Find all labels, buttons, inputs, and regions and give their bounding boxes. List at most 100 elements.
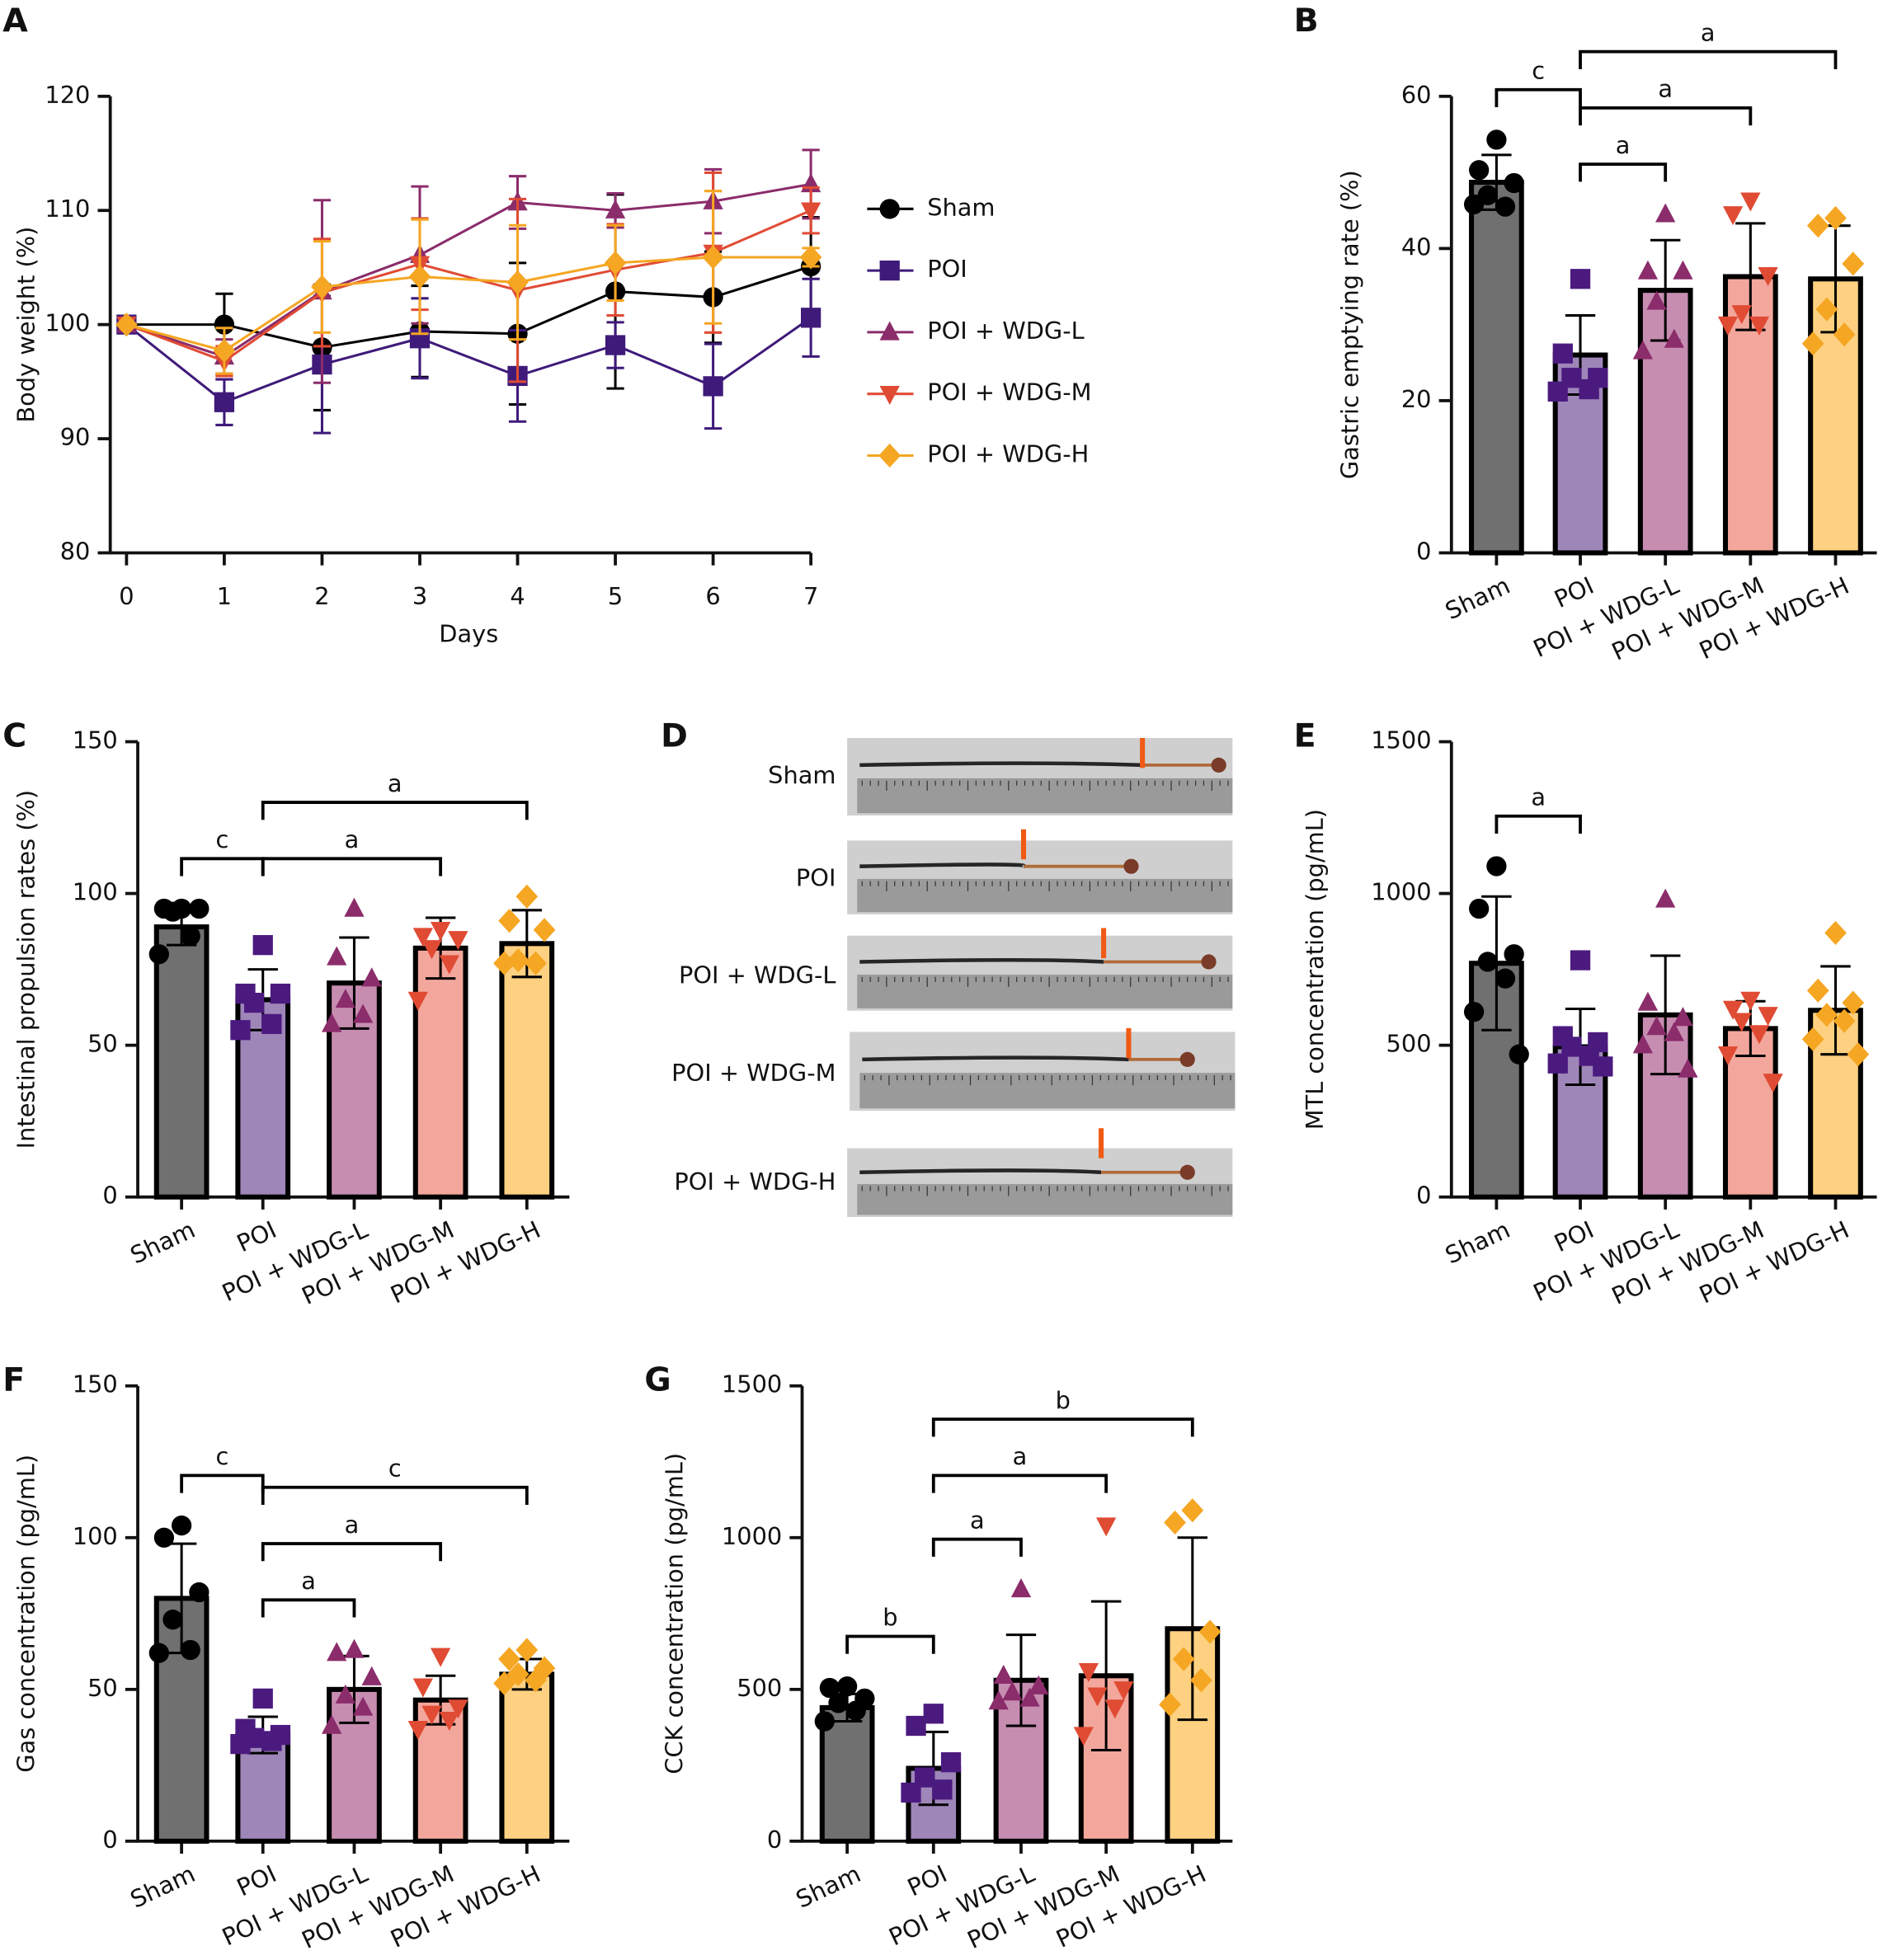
series-line	[125, 209, 812, 363]
series-line	[125, 182, 812, 359]
data-point	[506, 270, 529, 294]
data-point	[1731, 1013, 1752, 1032]
y-tick-label: 0	[1416, 537, 1431, 565]
data-point	[1463, 194, 1485, 214]
legend-marker	[878, 443, 901, 468]
data-point	[702, 245, 724, 270]
y-axis-label: Intestinal propulsion rates (%)	[12, 790, 40, 1149]
data-point	[506, 948, 530, 973]
significance-bracket	[1495, 814, 1582, 834]
data-point	[327, 1642, 347, 1662]
data-point	[162, 901, 183, 922]
error-bar	[1005, 1633, 1037, 1727]
intestine	[862, 1055, 1129, 1062]
data-point	[148, 1643, 169, 1663]
error-bar	[1177, 1536, 1208, 1722]
y-tick-label: 1000	[1371, 878, 1431, 906]
ruler-ticks	[861, 1186, 1229, 1196]
data-point	[412, 928, 434, 947]
panel-letter: D	[661, 717, 688, 754]
significance-bracket	[931, 1417, 1194, 1437]
data-point	[407, 1720, 428, 1741]
data-point	[412, 1678, 434, 1698]
significance-label: a	[301, 1567, 316, 1595]
photo-label: POI + WDG-L	[679, 961, 836, 989]
data-point	[1486, 129, 1507, 150]
significance-bracket	[931, 1537, 1023, 1557]
data-point	[515, 1638, 539, 1662]
ruler-ticks	[861, 976, 1229, 987]
data-point	[1731, 305, 1752, 325]
y-tick-label: 150	[73, 726, 118, 754]
data-point	[819, 1677, 840, 1699]
significance-label: a	[1616, 131, 1631, 159]
data-point	[180, 925, 200, 947]
cecum	[1123, 858, 1139, 874]
data-point	[214, 314, 235, 335]
data-point	[605, 335, 626, 355]
data-point	[214, 392, 235, 412]
data-point	[171, 1515, 192, 1536]
error-bar	[1090, 1600, 1122, 1751]
bar	[1637, 1012, 1693, 1200]
data-point	[515, 884, 539, 909]
data-point	[1806, 214, 1829, 238]
x-tick-label: 0	[119, 582, 134, 610]
data-point	[1181, 1498, 1204, 1523]
x-tick-label: POI	[1550, 1215, 1598, 1257]
data-point	[1469, 898, 1490, 919]
data-point	[1547, 1053, 1568, 1074]
data-point	[448, 1699, 468, 1719]
data-point	[1002, 1681, 1023, 1701]
data-point	[1073, 1727, 1094, 1746]
data-point	[439, 955, 459, 975]
bar	[1469, 180, 1524, 556]
series-line	[125, 256, 812, 353]
photo-ruler	[857, 974, 1233, 1008]
x-tick-label: POI	[233, 1859, 280, 1901]
data-point	[1190, 1668, 1212, 1693]
data-point	[327, 946, 347, 966]
data-point	[1749, 1025, 1770, 1045]
cecum	[1211, 757, 1226, 773]
legend-marker	[879, 260, 900, 281]
data-point	[213, 338, 236, 364]
significance-bracket	[931, 1474, 1109, 1493]
significance-bracket	[261, 1485, 529, 1506]
x-tick-label: Sham	[126, 1215, 200, 1270]
data-point	[261, 1013, 282, 1035]
legend-label: POI + WDG-M	[927, 378, 1091, 407]
bar	[499, 1671, 555, 1844]
data-point	[1104, 1699, 1125, 1719]
legend-marker	[879, 385, 900, 406]
data-point	[421, 940, 442, 960]
significance-label: b	[883, 1603, 897, 1631]
data-point	[1504, 172, 1524, 194]
significance-bracket	[845, 1634, 935, 1654]
photo-ruler	[857, 1183, 1233, 1215]
data-point	[1198, 1619, 1222, 1644]
data-point	[1087, 1687, 1108, 1707]
x-tick-label: 6	[705, 582, 720, 610]
error-bar	[1650, 954, 1681, 1076]
data-point	[1740, 192, 1761, 212]
panel-letter: E	[1294, 717, 1316, 754]
y-tick-label: 500	[737, 1674, 782, 1702]
y-tick-label: 50	[87, 1674, 118, 1702]
x-tick-label: Sham	[792, 1859, 865, 1914]
data-point	[1010, 1578, 1032, 1598]
data-point	[604, 251, 627, 275]
data-point	[270, 983, 291, 1004]
panel-letter: F	[2, 1361, 25, 1399]
x-tick-label: POI	[1550, 571, 1598, 613]
data-point	[1678, 1058, 1698, 1078]
photo-label: POI	[796, 863, 836, 891]
data-point	[1664, 328, 1684, 348]
y-tick-label: 20	[1401, 385, 1432, 413]
data-point	[1570, 269, 1591, 289]
data-point	[1655, 888, 1676, 908]
x-tick-label: 4	[510, 582, 525, 610]
significance-label: c	[216, 1442, 229, 1470]
legend-marker	[879, 321, 900, 341]
